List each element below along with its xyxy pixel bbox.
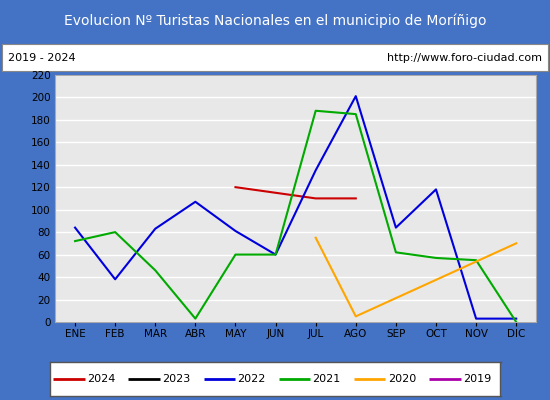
Text: 2022: 2022 <box>238 374 266 384</box>
Text: 2019 - 2024: 2019 - 2024 <box>8 53 75 63</box>
Text: 2023: 2023 <box>162 374 190 384</box>
Text: 2019: 2019 <box>463 374 491 384</box>
Text: 2024: 2024 <box>87 374 116 384</box>
Text: 2020: 2020 <box>388 374 416 384</box>
Text: http://www.foro-ciudad.com: http://www.foro-ciudad.com <box>387 53 542 63</box>
Text: 2021: 2021 <box>312 374 341 384</box>
Text: Evolucion Nº Turistas Nacionales en el municipio de Moríñigo: Evolucion Nº Turistas Nacionales en el m… <box>64 14 486 28</box>
